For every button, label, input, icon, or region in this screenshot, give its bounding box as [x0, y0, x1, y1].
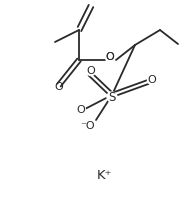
Circle shape: [107, 92, 117, 102]
Circle shape: [76, 106, 86, 114]
Circle shape: [147, 75, 156, 84]
Text: ⁻O: ⁻O: [81, 121, 95, 131]
Circle shape: [105, 53, 115, 62]
Text: O: O: [148, 75, 156, 85]
Text: O: O: [106, 52, 114, 62]
Text: O: O: [77, 105, 85, 115]
Text: S: S: [108, 90, 116, 103]
Text: O: O: [87, 66, 95, 76]
Text: O: O: [55, 82, 63, 92]
Circle shape: [86, 66, 95, 75]
Text: O: O: [106, 52, 114, 62]
Circle shape: [84, 121, 95, 132]
Text: K⁺: K⁺: [97, 169, 113, 182]
